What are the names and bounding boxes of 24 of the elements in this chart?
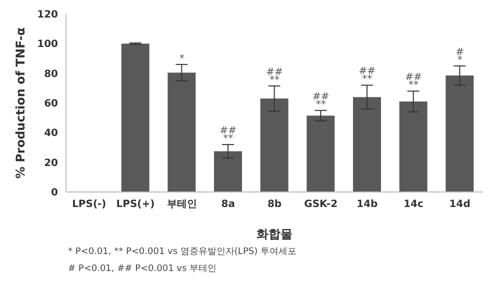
x-tick-label: 8a [221, 199, 236, 210]
x-tick-label: 부테인 [166, 199, 197, 210]
y-tick-label: 20 [44, 158, 58, 169]
annotation: ** [316, 99, 326, 110]
y-tick-label: 60 [44, 98, 58, 110]
x-tick-label: 8b [267, 199, 282, 210]
annotation: * [457, 54, 462, 66]
x-tick-label: LPS(+) [116, 199, 155, 210]
y-tick-label: 120 [37, 10, 58, 21]
x-axis-title: 화합물 [256, 227, 292, 241]
y-tick-label: 0 [51, 188, 58, 199]
y-tick-label: 80 [44, 68, 58, 80]
annotation: ** [270, 74, 280, 86]
x-tick-label: 14b [356, 199, 378, 210]
y-tick-label: 100 [37, 39, 58, 50]
annotation: * [179, 53, 184, 64]
text: * P<0.01, ** P<0.001 vs 염증유발인자(LPS) 투여세포 [68, 246, 298, 259]
x-tick-label: 14c [404, 199, 424, 210]
x-tick-label: LPS(-) [72, 199, 106, 210]
x-tick-label: 14d [449, 199, 470, 210]
y-axis-title: % Production of TNF-α [13, 27, 28, 179]
y-tick-label: 40 [44, 128, 58, 140]
x-tick-label: GSK-2 [304, 199, 338, 210]
text: # P<0.01, ## P<0.001 vs 부테인 [68, 263, 218, 276]
